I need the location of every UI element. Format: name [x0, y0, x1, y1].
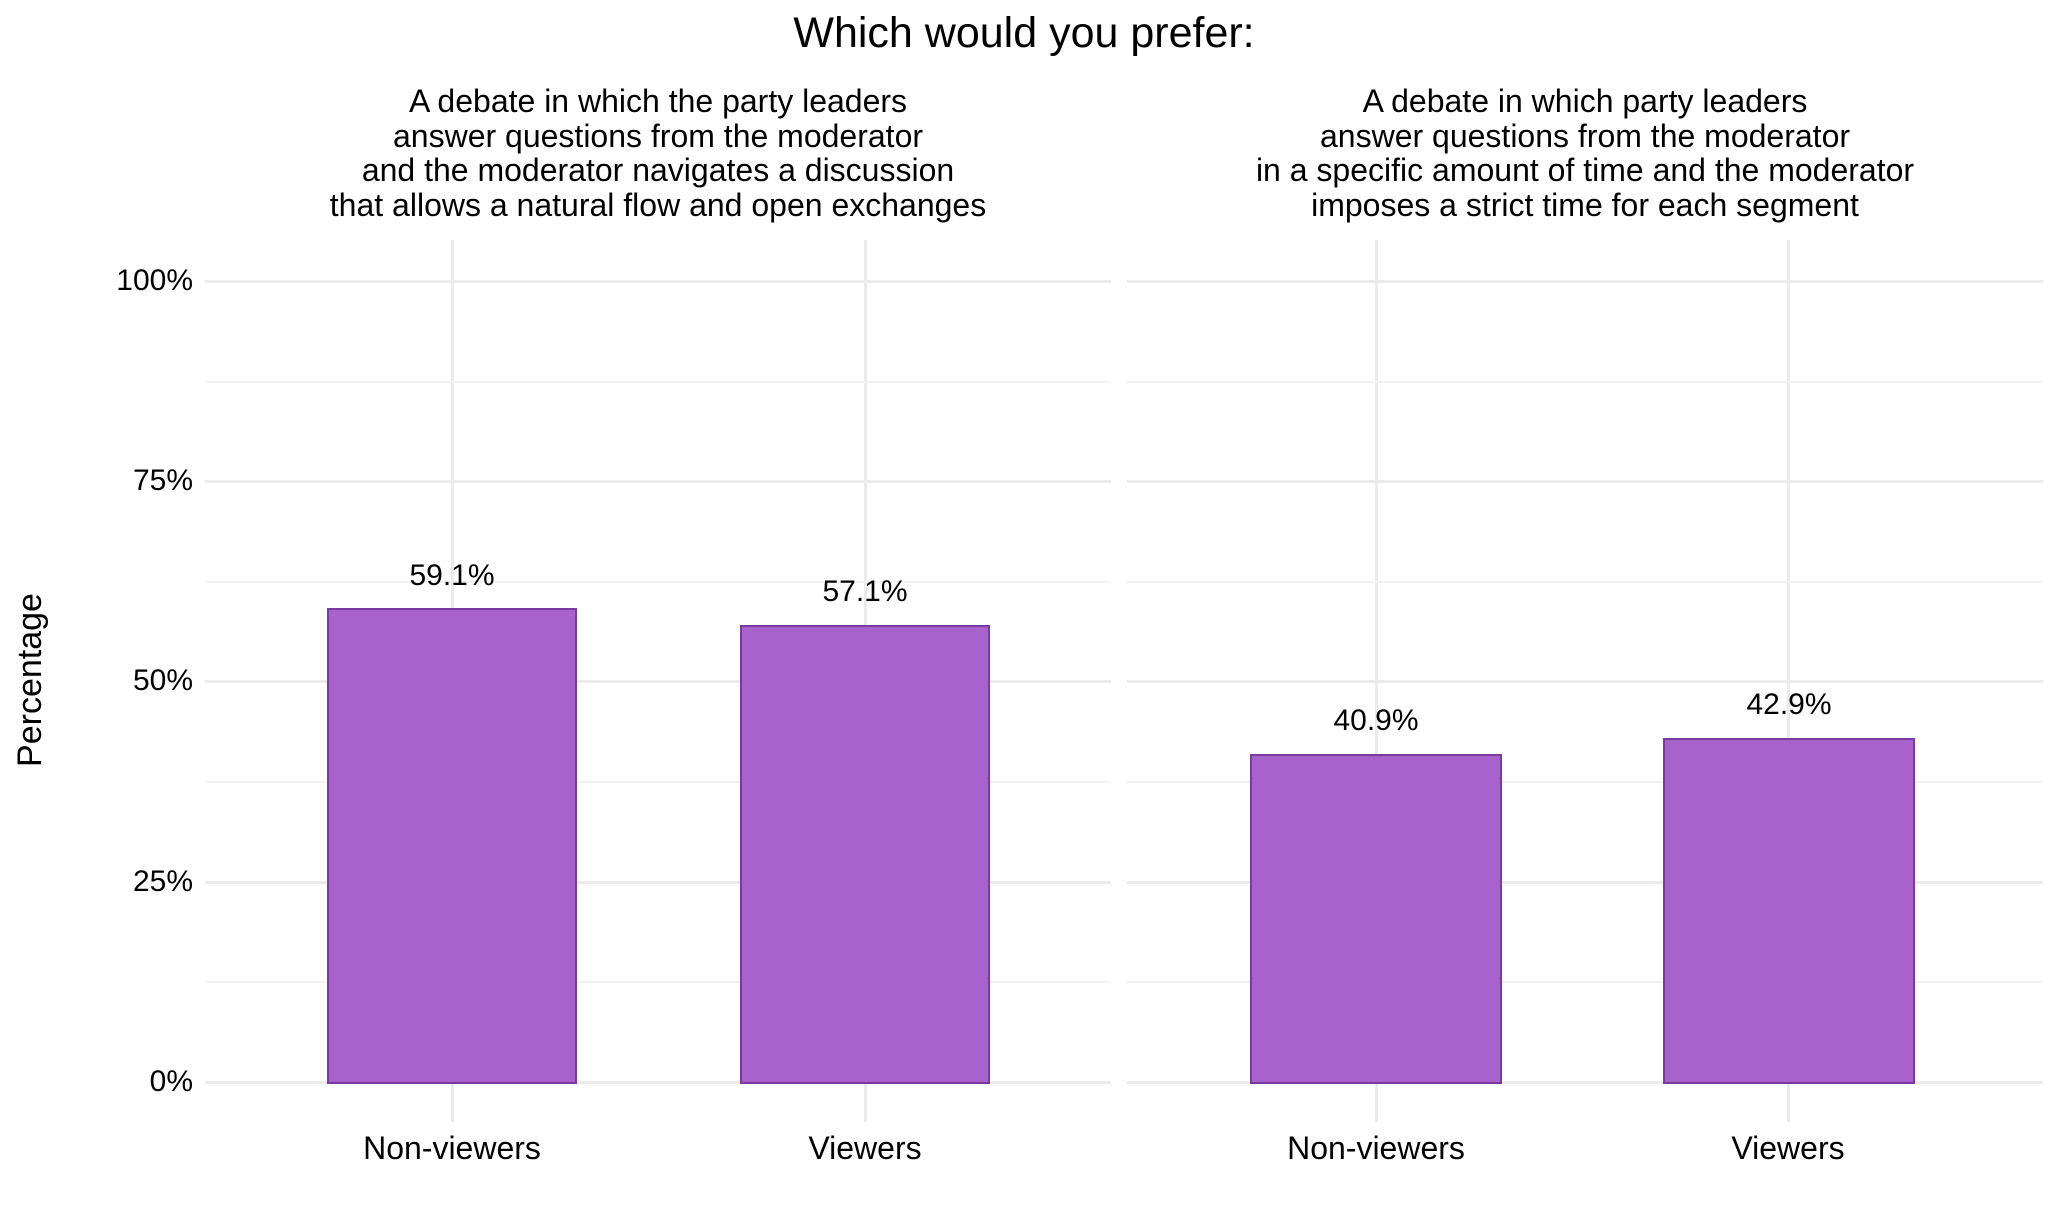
- value-label: 57.1%: [822, 575, 908, 608]
- x-tick-viewers: Viewers: [1731, 1130, 1845, 1166]
- y-gridline-minor: [205, 981, 1111, 983]
- y-gridline-minor: [205, 381, 1111, 383]
- y-gridline-75: [1127, 480, 2043, 483]
- x-tick-non-viewers: Non-viewers: [363, 1130, 541, 1166]
- y-tick-100: 100%: [116, 264, 193, 297]
- y-gridline-50: [205, 680, 1111, 683]
- y-gridline-minor: [1127, 781, 2043, 783]
- y-gridline-25: [1127, 881, 2043, 884]
- y-gridline-0: [1127, 1081, 2043, 1084]
- chart-title: Which would you prefer:: [793, 9, 1255, 57]
- bar-panel2-viewers: [1663, 738, 1915, 1084]
- y-gridline-100: [205, 280, 1111, 283]
- y-axis-label: Percentage: [11, 593, 49, 767]
- facet-label-1: A debate in which the party leaders answ…: [329, 83, 987, 223]
- y-gridline-0: [205, 1081, 1111, 1084]
- y-gridline-minor: [1127, 981, 2043, 983]
- y-gridline-100: [1127, 280, 2043, 283]
- y-gridline-75: [205, 480, 1111, 483]
- value-label: 59.1%: [409, 559, 495, 592]
- y-gridline-minor: [205, 781, 1111, 783]
- value-label: 42.9%: [1746, 688, 1832, 721]
- y-tick-25: 25%: [132, 865, 193, 898]
- y-gridline-minor: [205, 581, 1111, 583]
- y-tick-75: 75%: [132, 464, 193, 497]
- y-gridline-minor: [1127, 581, 2043, 583]
- x-tick-viewers: Viewers: [808, 1130, 922, 1166]
- y-gridline-minor: [1127, 381, 2043, 383]
- y-tick-0: 0%: [149, 1065, 193, 1098]
- bar-panel1-non-viewers: [327, 608, 577, 1084]
- y-gridline-50: [1127, 680, 2043, 683]
- y-gridline-25: [205, 881, 1111, 884]
- x-tick-non-viewers: Non-viewers: [1287, 1130, 1465, 1166]
- value-label: 40.9%: [1333, 704, 1419, 737]
- facet-panel-2: [1127, 240, 2043, 1130]
- bar-panel2-non-viewers: [1250, 754, 1502, 1084]
- bar-panel1-viewers: [740, 625, 990, 1084]
- facet-label-2: A debate in which party leaders answer q…: [1255, 83, 1915, 223]
- y-tick-50: 50%: [132, 664, 193, 697]
